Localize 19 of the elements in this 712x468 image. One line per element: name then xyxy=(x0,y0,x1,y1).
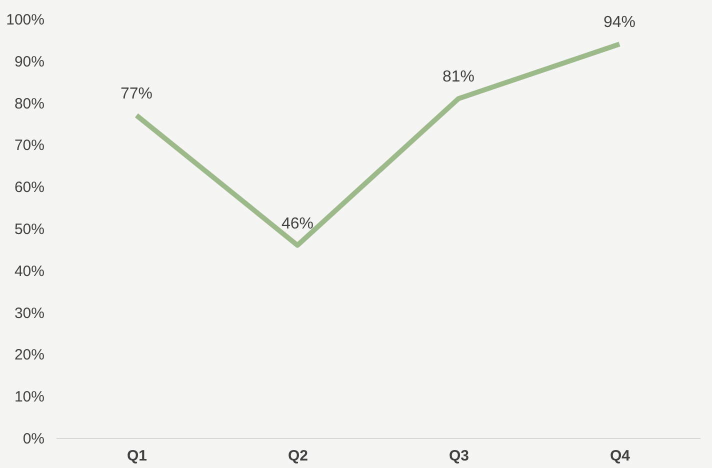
y-tick-label: 30% xyxy=(14,304,44,322)
y-tick-label: 100% xyxy=(6,12,44,28)
y-tick-label: 60% xyxy=(14,179,44,196)
y-tick-label: 90% xyxy=(14,53,44,70)
x-tick-label: Q1 xyxy=(126,448,148,464)
y-tick-label: 0% xyxy=(22,430,44,448)
y-tick-label: 50% xyxy=(14,221,44,238)
y-tick-label: 40% xyxy=(14,262,44,280)
data-label: 77% xyxy=(120,85,153,102)
y-tick-label: 70% xyxy=(14,137,44,154)
y-tick-label: 20% xyxy=(14,346,44,364)
data-label: 94% xyxy=(603,14,636,32)
x-tick-label: Q4 xyxy=(610,448,631,464)
x-tick-label: Q3 xyxy=(448,448,470,464)
data-label: 81% xyxy=(442,68,475,86)
data-label: 46% xyxy=(281,215,314,232)
y-tick-label: 10% xyxy=(14,388,44,406)
x-tick-label: Q2 xyxy=(288,448,308,464)
y-tick-label: 80% xyxy=(14,95,44,112)
